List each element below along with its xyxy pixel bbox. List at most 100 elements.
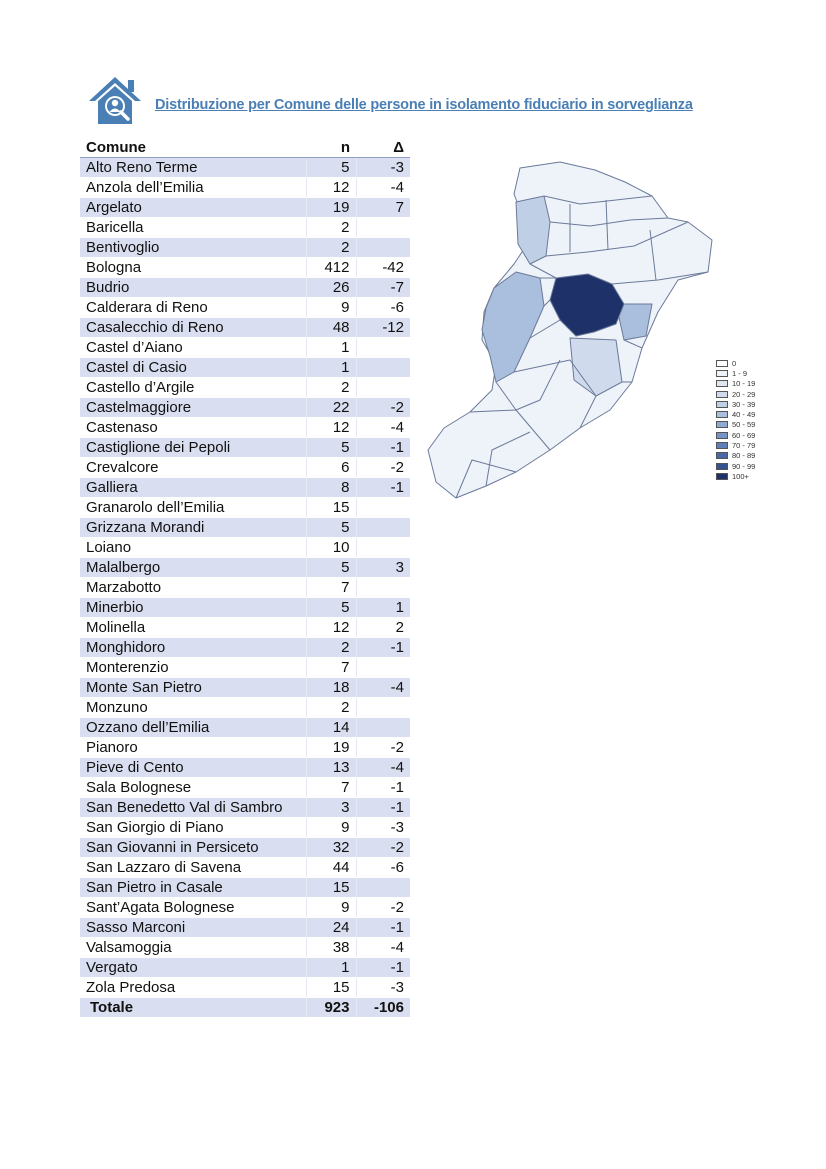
cell-n: 2 <box>305 697 356 718</box>
legend-swatch <box>716 369 728 377</box>
cell-delta <box>355 357 410 378</box>
cell-comune: Budrio <box>80 277 306 298</box>
table-row: Galliera 8 -1 <box>80 477 410 498</box>
table-row: Loiano 10 <box>80 537 410 558</box>
cell-n: 1 <box>305 337 356 358</box>
cell-comune: Sala Bolognese <box>80 777 306 798</box>
cell-delta: -1 <box>355 777 410 798</box>
legend-swatch <box>716 400 728 408</box>
total-label: Totale <box>80 997 306 1018</box>
cell-n: 9 <box>305 897 356 918</box>
cell-comune: Monte San Pietro <box>80 677 306 698</box>
legend-item: 70 - 79 <box>716 440 755 450</box>
legend-swatch <box>716 390 728 398</box>
cell-comune: Sant’Agata Bolognese <box>80 897 306 918</box>
legend-swatch <box>716 359 728 367</box>
table-row: Argelato 19 7 <box>80 197 410 218</box>
cell-delta <box>355 717 410 738</box>
legend-item: 30 - 39 <box>716 399 755 409</box>
table-header-row: Comune n Δ <box>80 137 410 158</box>
cell-delta <box>355 337 410 358</box>
table-row: Vergato 1 -1 <box>80 957 410 978</box>
legend-swatch <box>716 452 728 460</box>
cell-comune: Loiano <box>80 537 306 558</box>
legend-swatch <box>716 442 728 450</box>
cell-n: 48 <box>305 317 356 338</box>
cell-comune: Castel d’Aiano <box>80 337 306 358</box>
cell-comune: Monterenzio <box>80 657 306 678</box>
cell-n: 5 <box>305 597 356 618</box>
cell-comune: San Pietro in Casale <box>80 877 306 898</box>
cell-delta: -4 <box>355 757 410 778</box>
table-row: Castelmaggiore 22 -2 <box>80 397 410 418</box>
cell-comune: Pianoro <box>80 737 306 758</box>
cell-delta <box>355 217 410 238</box>
cell-n: 18 <box>305 677 356 698</box>
cell-n: 412 <box>305 257 356 278</box>
table-row: San Giovanni in Persiceto 32 -2 <box>80 837 410 858</box>
cell-comune: Castenaso <box>80 417 306 438</box>
cell-delta: -4 <box>355 177 410 198</box>
table-row: Bologna 412 -42 <box>80 257 410 278</box>
cell-delta <box>355 377 410 398</box>
cell-delta: 2 <box>355 617 410 638</box>
table-row: Pianoro 19 -2 <box>80 737 410 758</box>
table-row: Sala Bolognese 7 -1 <box>80 777 410 798</box>
total-delta: -106 <box>355 997 410 1018</box>
table-row: Malalbergo 5 3 <box>80 557 410 578</box>
cell-delta: -4 <box>355 417 410 438</box>
cell-n: 7 <box>305 777 356 798</box>
cell-n: 2 <box>305 217 356 238</box>
cell-comune: Grizzana Morandi <box>80 517 306 538</box>
cell-comune: Galliera <box>80 477 306 498</box>
legend-item: 80 - 89 <box>716 451 755 461</box>
map-boundaries <box>455 195 709 499</box>
cell-n: 19 <box>305 197 356 218</box>
cell-comune: San Giorgio di Piano <box>80 817 306 838</box>
cell-comune: Valsamoggia <box>80 937 306 958</box>
cell-n: 19 <box>305 737 356 758</box>
table-row: Budrio 26 -7 <box>80 277 410 298</box>
cell-delta: -1 <box>355 637 410 658</box>
cell-delta: -4 <box>355 937 410 958</box>
legend-item: 100+ <box>716 471 755 481</box>
cell-comune: Bologna <box>80 257 306 278</box>
cell-delta: -4 <box>355 677 410 698</box>
legend-swatch <box>716 462 728 470</box>
cell-delta: -2 <box>355 897 410 918</box>
cell-delta: -6 <box>355 857 410 878</box>
cell-n: 44 <box>305 857 356 878</box>
cell-comune: Casalecchio di Reno <box>80 317 306 338</box>
house-person-search-icon <box>89 77 141 124</box>
cell-delta: -42 <box>355 257 410 278</box>
cell-n: 6 <box>305 457 356 478</box>
table-row: Monte San Pietro 18 -4 <box>80 677 410 698</box>
table-row: Zola Predosa 15 -3 <box>80 977 410 998</box>
cell-n: 12 <box>305 417 356 438</box>
cell-n: 14 <box>305 717 356 738</box>
cell-delta: -1 <box>355 477 410 498</box>
cell-n: 3 <box>305 797 356 818</box>
legend-swatch <box>716 380 728 388</box>
legend-swatch <box>716 472 728 480</box>
cell-n: 13 <box>305 757 356 778</box>
legend-swatch <box>716 421 728 429</box>
map-area-southeast <box>615 303 653 341</box>
cell-comune: Argelato <box>80 197 306 218</box>
cell-comune: Castel di Casio <box>80 357 306 378</box>
cell-comune: Monzuno <box>80 697 306 718</box>
cell-delta <box>355 877 410 898</box>
cell-n: 5 <box>305 557 356 578</box>
table-row: Minerbio 5 1 <box>80 597 410 618</box>
table-row: Sasso Marconi 24 -1 <box>80 917 410 938</box>
table-row: Grizzana Morandi 5 <box>80 517 410 538</box>
total-n: 923 <box>305 997 356 1018</box>
cell-n: 38 <box>305 937 356 958</box>
column-header-delta: Δ <box>356 137 410 158</box>
legend-label: 10 - 19 <box>732 379 756 389</box>
cell-comune: Vergato <box>80 957 306 978</box>
table-row: Castello d’Argile 2 <box>80 377 410 398</box>
cell-delta: -3 <box>355 157 410 178</box>
table-body: Alto Reno Terme 5 -3 Anzola dell’Emilia 12 -4… <box>80 157 410 998</box>
legend-label: 30 - 39 <box>732 399 756 409</box>
